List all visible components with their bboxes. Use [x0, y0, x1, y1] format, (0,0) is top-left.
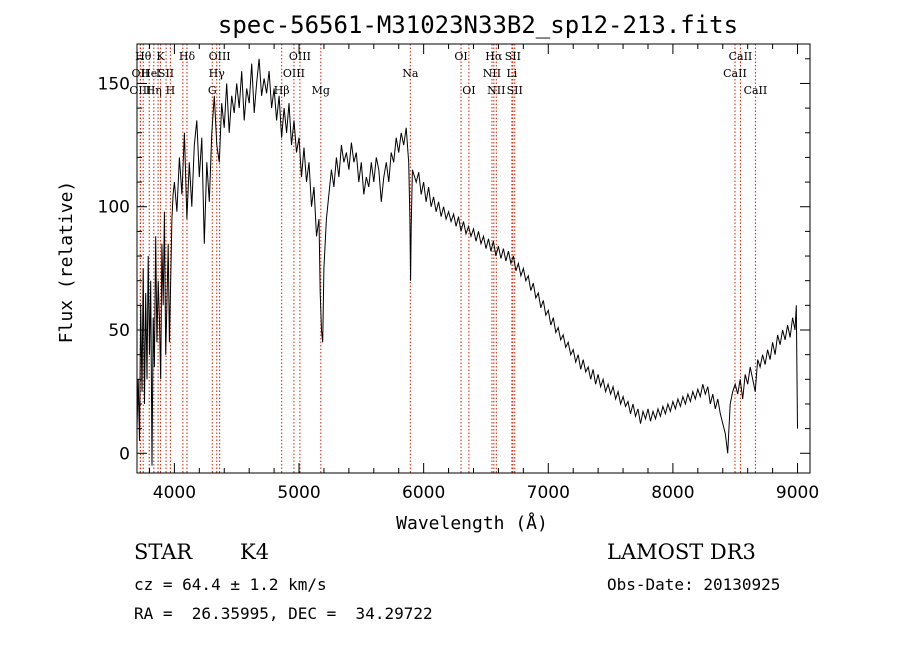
y-tick-label-2: 100 [98, 198, 130, 218]
y-tick-label-0: 0 [119, 444, 130, 464]
redshift-cz: cz = 64.4 ± 1.2 km/s [134, 575, 327, 594]
x-tick-label-1: 5000 [277, 483, 320, 503]
line-label-18: Na [402, 67, 419, 80]
spectrum-series-line [136, 58, 798, 466]
line-label-16: OIII [289, 50, 311, 63]
x-tick-label-3: 7000 [527, 483, 570, 503]
line-label-29: CaII [744, 84, 768, 97]
ra-dec-coordinates: RA = 26.35995, DEC = 34.29722 [134, 604, 433, 623]
line-label-2: OIII [129, 84, 151, 97]
chart-title: spec-56561-M31023N33B2_sp12-213.fits [218, 11, 738, 39]
x-tick-label-2: 6000 [402, 483, 445, 503]
line-label-19: OI [454, 50, 467, 63]
line-label-12: OIII [209, 50, 231, 63]
line-label-26: SII [507, 84, 523, 97]
line-label-22: Hα [485, 50, 503, 63]
y-tick-label-3: 150 [98, 74, 130, 94]
y-tick-label-1: 50 [108, 321, 130, 341]
line-label-17: Mg [312, 84, 330, 97]
line-label-28: CaII [729, 50, 753, 63]
observation-date: Obs-Date: 20130925 [607, 575, 781, 594]
line-label-8: H [166, 84, 176, 97]
line-label-27: CaII [723, 67, 747, 80]
line-label-15: OIII [283, 67, 305, 80]
line-label-11: Hγ [209, 67, 226, 80]
line-label-0: Hθ [135, 50, 152, 63]
object-class: STAR [134, 540, 193, 564]
line-label-7: SII [158, 67, 174, 80]
line-label-9: Hδ [179, 50, 196, 63]
line-label-24: Li [506, 67, 517, 80]
line-label-25: SII [505, 50, 521, 63]
line-label-3: He [141, 67, 157, 80]
y-axis-label: Flux (relative) [56, 181, 77, 344]
x-axis-ticks: 4000 5000 6000 7000 8000 9000 [148, 44, 819, 503]
line-label-14: Hβ [274, 84, 290, 97]
line-label-4: Hη [146, 84, 162, 97]
object-subclass: K4 [240, 540, 270, 564]
x-tick-label-5: 9000 [776, 483, 819, 503]
survey-name: LAMOST DR3 [607, 540, 756, 564]
line-label-5: K [156, 50, 165, 63]
line-label-20: OI [462, 84, 475, 97]
line-label-21: NII [483, 67, 501, 80]
line-label-6: I [156, 67, 160, 80]
line-label-1: OII [132, 67, 150, 80]
x-tick-label-0: 4000 [153, 483, 196, 503]
x-axis-label: Wavelength (Å) [396, 512, 548, 534]
x-tick-label-4: 8000 [651, 483, 694, 503]
line-label-23: NII [487, 84, 505, 97]
spectral-line-markers [139, 44, 756, 473]
y-axis-ticks: 0 50 100 150 [98, 58, 810, 464]
line-label-13: G [208, 84, 217, 97]
plot-frame [136, 43, 811, 474]
